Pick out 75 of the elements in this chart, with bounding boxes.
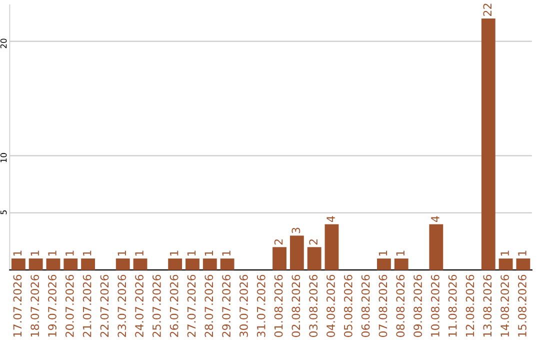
bar <box>168 258 182 270</box>
x-tick-label: 10.08.2026 <box>430 274 440 337</box>
bar <box>28 258 43 270</box>
bar <box>220 258 234 270</box>
x-tick-label: 15.08.2026 <box>518 274 526 337</box>
data-label: 1 <box>83 250 92 256</box>
bar <box>133 258 148 270</box>
data-label: 1 <box>13 250 22 256</box>
bar <box>272 247 286 270</box>
x-tick-label: 28.07.2026 <box>204 274 214 337</box>
x-tick-label: 18.07.2026 <box>30 274 40 337</box>
data-label: 1 <box>500 250 509 256</box>
bar <box>307 247 322 270</box>
bar <box>116 258 130 270</box>
bar <box>516 258 530 270</box>
bar <box>394 258 408 270</box>
bar <box>186 258 200 270</box>
data-label: 1 <box>118 250 126 256</box>
bar <box>46 258 60 270</box>
x-tick-label: 09.08.2026 <box>414 274 422 338</box>
data-label: 3 <box>292 228 300 234</box>
data-label: 2 <box>274 239 283 245</box>
x-tick-label: 21.07.2026 <box>82 274 92 337</box>
bar <box>81 258 96 270</box>
x-tick-label: 02.08.2026 <box>292 274 300 338</box>
x-tick-label: 20.07.2026 <box>65 274 74 337</box>
data-label: 1 <box>48 250 56 256</box>
data-label: 4 <box>431 216 440 222</box>
x-tick-label: 26.07.2026 <box>170 274 178 337</box>
x-tick-label: 12.08.2026 <box>466 274 474 337</box>
x-tick-label: 29.07.2026 <box>222 274 231 337</box>
data-label: 1 <box>170 250 178 256</box>
data-label: 1 <box>518 250 526 256</box>
x-tick-label: 31.07.2026 <box>256 274 266 337</box>
x-tick-label: 06.08.2026 <box>361 274 370 338</box>
data-label: 1 <box>378 250 388 256</box>
data-label: 1 <box>30 250 39 256</box>
x-tick-label: 25.07.2026 <box>152 274 161 337</box>
y-tick-label: 10 <box>0 153 7 162</box>
x-tick-label: 23.07.2026 <box>118 274 126 337</box>
x-tick-label: 13.08.2026 <box>483 274 492 337</box>
x-tick-label: 14.08.2026 <box>500 274 510 337</box>
data-label: 4 <box>326 216 335 222</box>
data-label: 1 <box>135 250 144 256</box>
y-tick-label: 20 <box>0 38 7 48</box>
x-tick-label: 08.08.2026 <box>396 274 405 338</box>
x-tick-label: 03.08.2026 <box>309 274 318 338</box>
bar <box>202 258 217 270</box>
data-label: 1 <box>66 250 74 256</box>
x-tick-label: 22.07.2026 <box>100 274 109 337</box>
bar <box>64 258 78 270</box>
data-label: 1 <box>204 250 213 256</box>
x-tick-label: 07.08.2026 <box>378 274 388 338</box>
bar <box>11 258 26 270</box>
x-tick-label: 24.07.2026 <box>135 274 144 337</box>
x-tick-label: 30.07.2026 <box>240 274 248 337</box>
x-tick-label: 17.07.2026 <box>13 274 22 337</box>
bar <box>481 18 496 270</box>
bar <box>429 224 444 270</box>
data-label: 22 <box>483 4 492 16</box>
x-tick-label: 05.08.2026 <box>344 274 352 338</box>
bar <box>324 224 339 270</box>
x-tick-label: 11.08.2026 <box>448 274 457 337</box>
bar <box>376 258 391 270</box>
data-label: 2 <box>309 239 318 245</box>
x-tick-label: 27.07.2026 <box>187 274 196 337</box>
y-tick-label: 5 <box>0 210 7 214</box>
x-tick-label: 01.08.2026 <box>274 274 283 338</box>
bar <box>498 258 513 270</box>
data-label: 1 <box>222 250 230 256</box>
data-label: 1 <box>187 250 196 256</box>
data-label: 1 <box>396 250 404 256</box>
x-tick-label: 19.07.2026 <box>48 274 56 337</box>
bar <box>290 236 304 270</box>
x-tick-label: 04.08.2026 <box>326 274 335 338</box>
